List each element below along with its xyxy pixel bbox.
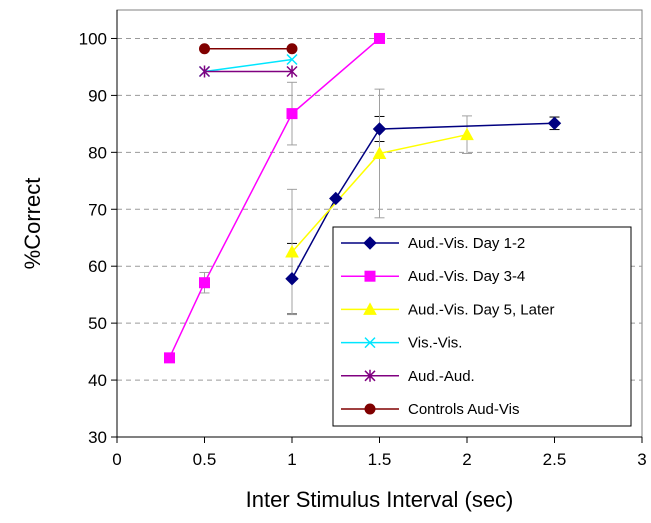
data-point <box>199 277 210 289</box>
legend-entry: Vis.-Vis. <box>341 335 462 352</box>
y-tick-label: 60 <box>88 257 107 276</box>
series-line <box>204 58 293 73</box>
legend-swatch-marker <box>364 337 376 349</box>
legend: Aud.-Vis. Day 1-2 Aud.-Vis. Day 3-4 Aud.-V… <box>332 226 632 427</box>
x-tick-label: 2.5 <box>543 450 567 469</box>
data-point <box>286 54 298 66</box>
data-point <box>286 65 298 78</box>
x-tick-label: 2 <box>462 450 471 469</box>
data-point <box>547 116 562 131</box>
data-point <box>372 146 387 159</box>
legend-swatch-marker <box>364 270 376 282</box>
legend-label: Aud.-Vis. Day 1-2 <box>408 235 525 252</box>
legend-entry: Aud.-Vis. Day 1-2 <box>341 235 525 252</box>
y-tick-label: 50 <box>88 314 107 333</box>
x-tick-label: 1.5 <box>368 450 392 469</box>
series-markers <box>164 32 562 364</box>
y-tick-label: 80 <box>88 143 107 162</box>
data-point <box>286 43 298 55</box>
data-point <box>164 352 175 364</box>
legend-label: Aud.-Aud. <box>408 368 475 385</box>
x-axis-title: Inter Stimulus Interval (sec) <box>246 487 514 512</box>
series-line <box>291 122 555 280</box>
legend-entry: Aud.-Vis. Day 3-4 <box>341 268 525 285</box>
y-tick-label: 30 <box>88 428 107 447</box>
legend-entry: Controls Aud-Vis <box>341 401 519 418</box>
legend-swatch-marker <box>364 369 376 382</box>
legend-swatch-marker <box>363 236 377 250</box>
legend-swatch-marker <box>363 302 377 315</box>
legend-swatch-marker <box>364 403 376 415</box>
data-point <box>460 127 474 141</box>
x-tick-label: 0.5 <box>193 450 217 469</box>
data-point <box>198 65 211 78</box>
y-tick-label: 100 <box>79 29 107 48</box>
data-point <box>285 244 299 258</box>
legend-label: Aud.-Vis. Day 5, Later <box>408 301 554 318</box>
legend-label: Vis.-Vis. <box>408 335 462 352</box>
data-point <box>285 272 299 286</box>
y-tick-label: 70 <box>88 200 107 219</box>
x-tick-label: 1 <box>287 450 296 469</box>
series-line <box>168 37 380 359</box>
y-tick-label: 40 <box>88 371 107 390</box>
x-tick-label: 3 <box>637 450 646 469</box>
legend-entry: Aud.-Vis. Day 5, Later <box>341 301 554 318</box>
legend-box <box>332 226 632 427</box>
data-point <box>199 43 210 55</box>
data-point <box>374 32 385 44</box>
legend-entry: Aud.-Aud. <box>341 368 475 385</box>
data-point <box>329 191 343 206</box>
data-point <box>286 108 298 120</box>
legend-label: Aud.-Vis. Day 3-4 <box>408 268 525 285</box>
y-tick-label: 90 <box>88 86 107 105</box>
y-axis-title: %Correct <box>20 178 45 270</box>
legend-label: Controls Aud-Vis <box>408 401 519 418</box>
x-tick-label: 0 <box>112 450 121 469</box>
axes: 30 40 50 60 70 80 90 100 0 0.5 1 1.5 2 2.5 3 <box>79 10 647 469</box>
data-point <box>372 122 387 136</box>
